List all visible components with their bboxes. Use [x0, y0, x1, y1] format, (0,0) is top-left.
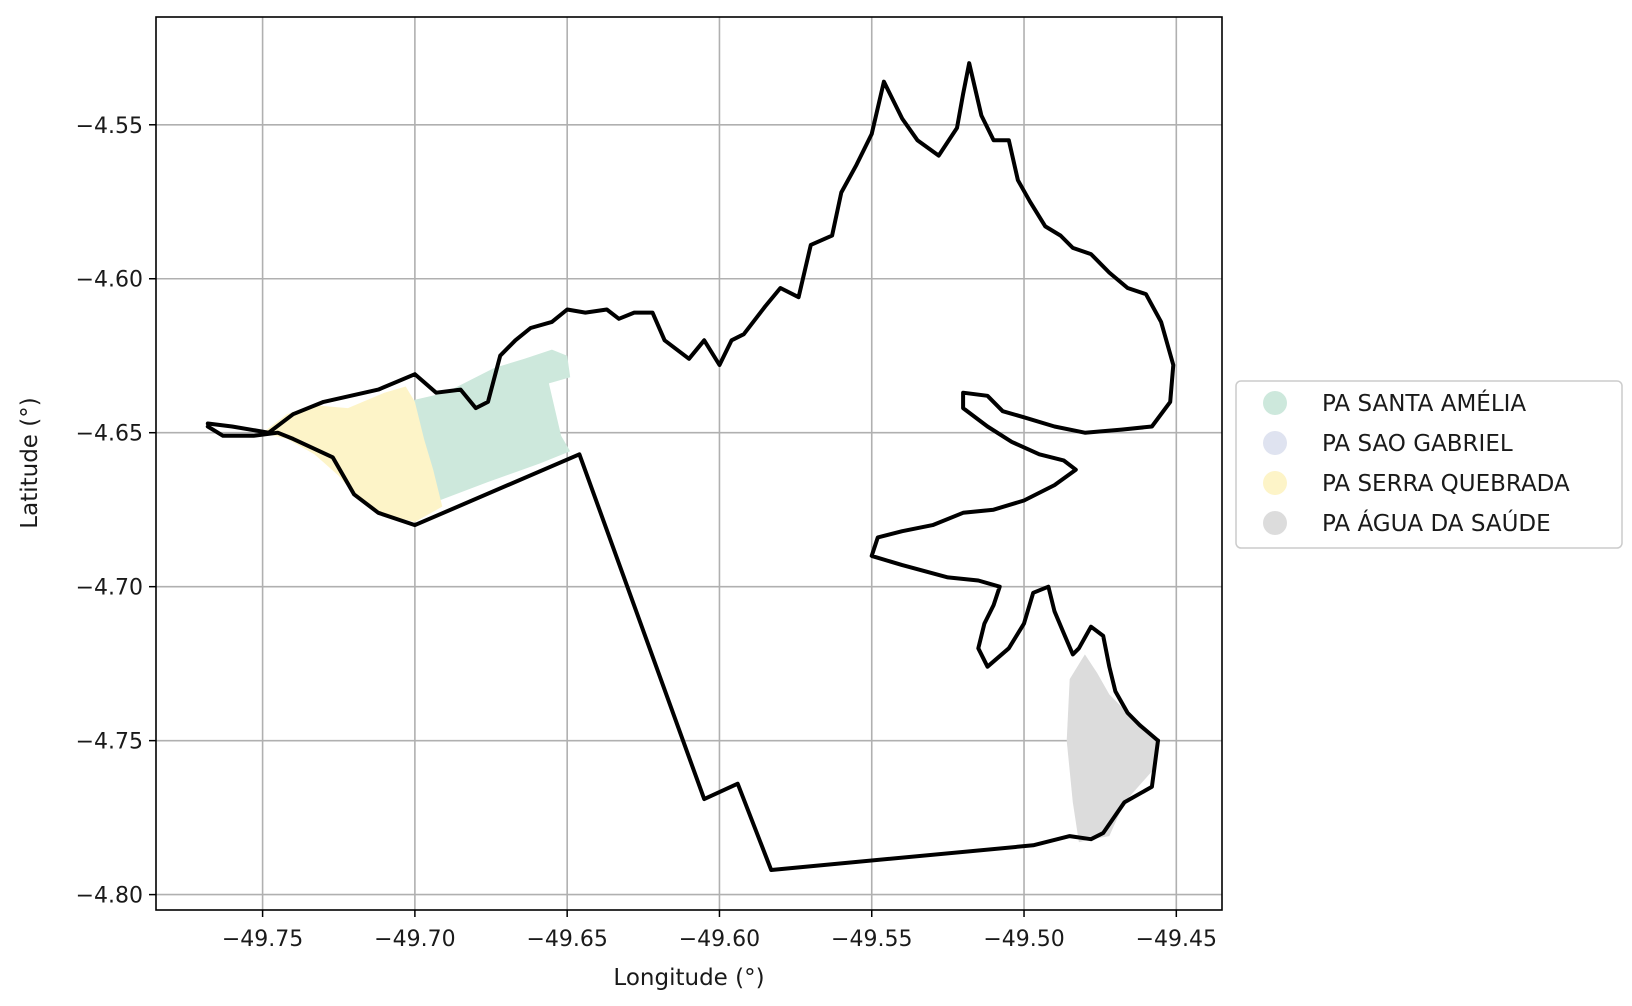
- x-tick-label: −49.55: [831, 927, 912, 952]
- plot-frame: [155, 16, 1223, 911]
- x-tick-label: −49.65: [526, 927, 607, 952]
- legend-marker: [1263, 391, 1287, 415]
- boundary-line: [205, 61, 1176, 743]
- y-tick-label: −4.65: [76, 422, 143, 447]
- settlement-area: [405, 349, 571, 501]
- y-tick-label: −4.60: [76, 268, 143, 293]
- x-tick-label: −49.60: [679, 927, 760, 952]
- legend-marker: [1263, 511, 1287, 535]
- y-tick-label: −4.70: [76, 576, 143, 601]
- y-axis-ticks: −4.55 −4.60 −4.65 −4.70 −4.75 −4.80: [76, 114, 156, 909]
- y-tick-label: −4.55: [76, 114, 143, 139]
- legend-label: PA SANTA AMÉLIA: [1322, 389, 1526, 417]
- x-axis-ticks: −49.75 −49.70 −49.65 −49.60 −49.55 −49.50 −49.…: [222, 910, 1217, 952]
- settlement-area: [1066, 654, 1158, 843]
- legend: PA SANTA AMÉLIA PA SAO GABRIEL PA SERRA QU…: [1235, 380, 1623, 549]
- settlement-areas: [262, 349, 1158, 843]
- legend-marker: [1263, 431, 1287, 455]
- settlement-area: [262, 386, 443, 522]
- legend-label: PA ÁGUA DA SAÚDE: [1322, 509, 1551, 537]
- x-tick-label: −49.50: [983, 927, 1064, 952]
- y-tick-label: −4.80: [76, 884, 143, 909]
- x-tick-label: −49.75: [222, 927, 303, 952]
- x-axis-label: Longitude (°): [613, 965, 764, 991]
- x-tick-label: −49.45: [1136, 927, 1217, 952]
- legend-marker: [1263, 471, 1287, 495]
- boundary-line: [205, 424, 1160, 872]
- legend-frame: [1235, 380, 1623, 549]
- municipality-boundary: [205, 61, 1176, 872]
- y-tick-label: −4.75: [76, 730, 143, 755]
- legend-label: PA SERRA QUEBRADA: [1322, 471, 1570, 497]
- legend-label: PA SAO GABRIEL: [1322, 431, 1513, 457]
- y-axis-label: Latitude (°): [17, 397, 43, 528]
- x-tick-label: −49.70: [374, 927, 455, 952]
